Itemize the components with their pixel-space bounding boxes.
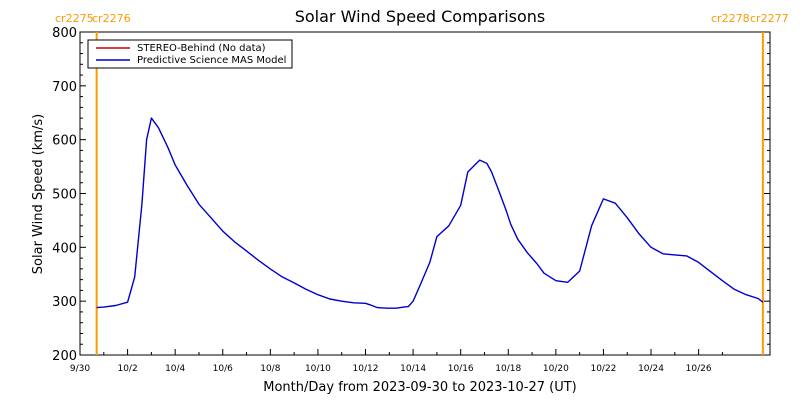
y-axis-label: Solar Wind Speed (km/s) <box>31 114 46 274</box>
x-tick-label: 10/2 <box>117 364 137 374</box>
y-tick-label: 400 <box>52 241 77 256</box>
series-line-mas-model <box>96 117 764 309</box>
x-tick-label: 10/6 <box>213 364 233 374</box>
series-layer <box>96 117 764 309</box>
x-tick-label: 10/22 <box>590 364 616 374</box>
x-tick-label: 10/12 <box>353 364 379 374</box>
y-tick-label: 600 <box>52 134 77 149</box>
x-tick-label: 10/4 <box>165 364 185 374</box>
x-tick-label: 10/24 <box>638 364 664 374</box>
x-axis: 9/30 10/2 10/4 10/6 10/8 10/10 10/12 10/14 10/16… <box>70 349 723 374</box>
x-tick-label: 10/20 <box>543 364 569 374</box>
cr-label-right-2: cr2277 <box>750 12 789 25</box>
legend-label-stereo: STEREO-Behind (No data) <box>137 43 266 54</box>
carrington-labels: cr2275 cr2276 cr2278 cr2277 <box>55 12 789 25</box>
y-tick-label: 800 <box>52 26 77 41</box>
legend: STEREO-Behind (No data) Predictive Scien… <box>87 39 293 69</box>
y-tick-label: 700 <box>52 80 77 95</box>
x-tick-label: 10/14 <box>400 364 426 374</box>
cr-label-left-1: cr2275 <box>55 12 94 25</box>
chart-title: Solar Wind Speed Comparisons <box>295 7 546 26</box>
legend-box <box>87 39 293 69</box>
y-tick-label: 500 <box>52 188 77 203</box>
y-tick-label: 200 <box>52 349 77 364</box>
x-tick-label: 10/8 <box>260 364 280 374</box>
y-tick-label: 300 <box>52 295 77 310</box>
legend-label-mas: Predictive Science MAS Model <box>137 55 286 66</box>
carrington-marker-lines <box>95 32 764 355</box>
x-axis-label: Month/Day from 2023-09-30 to 2023-10-27 … <box>263 380 576 395</box>
y-axis: 200 300 400 500 600 700 800 <box>52 26 770 364</box>
x-tick-label: 10/18 <box>495 364 521 374</box>
x-tick-label: 10/26 <box>686 364 712 374</box>
cr-label-right-1: cr2278 <box>711 12 750 25</box>
x-tick-label: 10/16 <box>448 364 474 374</box>
x-tick-label: 10/10 <box>305 364 331 374</box>
cr-label-left-2: cr2276 <box>92 12 131 25</box>
plot-frame <box>79 31 771 356</box>
x-tick-label: 9/30 <box>70 364 90 374</box>
